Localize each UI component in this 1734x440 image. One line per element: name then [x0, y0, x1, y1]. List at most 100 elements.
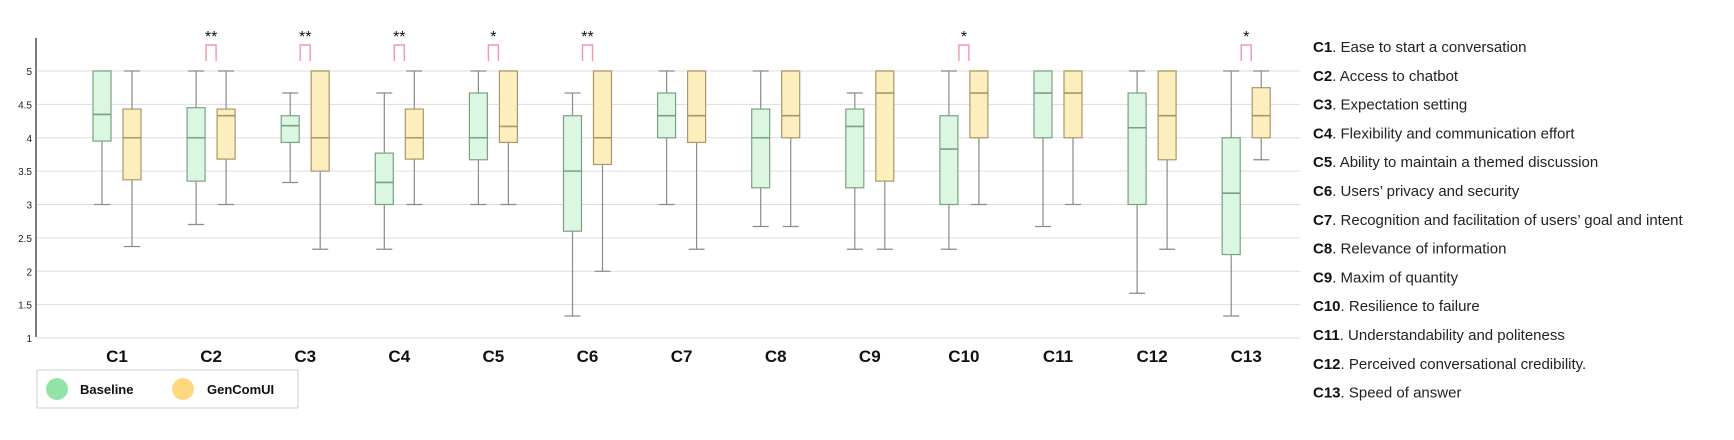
box-series — [92, 70, 1271, 317]
significance-markers: ** ** ** * ** * * — [205, 29, 1252, 61]
iqr-box — [562, 115, 583, 232]
iqr-box — [781, 70, 801, 139]
criterion-description: C13. Speed of answer — [1313, 385, 1461, 402]
x-tick-label: C2 — [200, 347, 222, 366]
iqr-box — [310, 70, 330, 172]
y-tick-label: 3.5 — [18, 167, 32, 178]
criterion-code: C1 — [1313, 39, 1332, 56]
criterion-description: C7. Recognition and facilitation of user… — [1313, 212, 1684, 229]
criterion-text: . Access to chatbot — [1332, 68, 1459, 85]
iqr-box — [845, 108, 865, 189]
box-gencomui-c6 — [592, 70, 613, 272]
criterion-code: C6 — [1313, 183, 1332, 200]
x-tick-label: C3 — [294, 347, 316, 366]
box-gencomui-c8 — [781, 70, 801, 228]
criterion-text: . Relevance of information — [1332, 241, 1506, 258]
box-gencomui-c2 — [216, 70, 236, 206]
box-baseline-c4 — [374, 92, 394, 250]
x-tick-label: C4 — [388, 347, 410, 366]
box-gencomui-c13 — [1251, 70, 1271, 161]
x-tick-labels: C1 C2 C3 C4 C5 C6 C7 C8 C9 C10 C11 C12 C13 — [106, 347, 1262, 366]
legend-swatch-gencomui — [172, 378, 194, 400]
box-gencomui-c3 — [310, 70, 330, 250]
significance-stars: ** — [393, 29, 405, 46]
criterion-text: . Users’ privacy and security — [1332, 183, 1520, 200]
y-tick-label: 1.5 — [18, 301, 32, 312]
x-tick-label: C12 — [1137, 347, 1168, 366]
criterion-code: C10 — [1313, 298, 1341, 315]
box-baseline-c12 — [1127, 70, 1147, 294]
legend-swatch-baseline — [46, 378, 68, 400]
x-tick-label: C5 — [483, 347, 505, 366]
y-tick-label: 3 — [26, 201, 32, 212]
box-baseline-c13 — [1221, 70, 1241, 317]
iqr-box — [1063, 70, 1083, 139]
iqr-box — [1221, 137, 1241, 256]
x-tick-label: C13 — [1231, 347, 1262, 366]
significance-stars: ** — [299, 29, 311, 46]
y-tick-label: 2.5 — [18, 234, 32, 245]
significance-stars: * — [961, 29, 967, 46]
iqr-box — [875, 70, 895, 182]
criterion-code: C5 — [1313, 154, 1332, 171]
criterion-code: C12 — [1313, 356, 1341, 373]
criterion-code: C7 — [1313, 212, 1332, 229]
legend: Baseline GenComUI — [36, 369, 299, 409]
iqr-box — [592, 70, 613, 166]
box-baseline-c11 — [1033, 70, 1053, 228]
box-baseline-c1 — [92, 70, 112, 206]
criterion-description: C12. Perceived conversational credibilit… — [1313, 356, 1586, 373]
criterion-description: C8. Relevance of information — [1313, 241, 1506, 258]
box-gencomui-c1 — [122, 70, 142, 248]
criterion-text: . Maxim of quantity — [1332, 269, 1458, 286]
iqr-box — [1251, 87, 1271, 139]
criterion-description: C6. Users’ privacy and security — [1313, 183, 1520, 200]
y-tick-labels: 1 1.5 2 2.5 3 3.5 4 4.5 5 — [18, 67, 32, 345]
legend-label-gencomui: GenComUI — [207, 382, 274, 397]
significance-bracket — [487, 44, 500, 61]
significance-bracket — [1240, 44, 1252, 61]
box-baseline-c6 — [562, 92, 583, 317]
box-baseline-c2 — [186, 70, 206, 226]
significance-stars: * — [490, 29, 496, 46]
iqr-box — [1127, 92, 1147, 206]
iqr-box — [939, 115, 959, 206]
iqr-box — [280, 115, 300, 144]
box-gencomui-c4 — [404, 70, 424, 206]
significance-bracket — [393, 44, 405, 61]
criterion-description: C4. Flexibility and communication effort — [1313, 125, 1575, 142]
x-tick-label: C1 — [106, 347, 128, 366]
significance-bracket — [205, 44, 217, 61]
iqr-box — [216, 108, 236, 160]
box-gencomui-c7 — [686, 70, 707, 250]
criterion-code: C4 — [1313, 125, 1333, 142]
significance-bracket — [299, 44, 311, 61]
criterion-description: C5. Ability to maintain a themed discuss… — [1313, 154, 1598, 171]
criterion-description: C3. Expectation setting — [1313, 97, 1467, 114]
box-gencomui-c5 — [498, 70, 518, 206]
iqr-box — [498, 70, 518, 144]
criterion-code: C11 — [1313, 327, 1340, 344]
x-tick-label: C7 — [671, 347, 693, 366]
criterion-description: C1. Ease to start a conversation — [1313, 39, 1526, 56]
criterion-code: C2 — [1313, 68, 1332, 85]
x-tick-label: C6 — [577, 347, 599, 366]
significance-bracket — [581, 44, 594, 61]
criterion-text: . Ease to start a conversation — [1332, 39, 1526, 56]
criterion-text: . Speed of answer — [1341, 385, 1462, 402]
y-tick-label: 1 — [26, 334, 32, 345]
x-tick-label: C9 — [859, 347, 881, 366]
significance-stars: ** — [205, 29, 217, 46]
criterion-code: C8 — [1313, 241, 1332, 258]
iqr-box — [468, 92, 488, 161]
x-tick-label: C11 — [1043, 347, 1073, 366]
iqr-box — [374, 152, 394, 206]
y-tick-label: 4.5 — [18, 100, 32, 111]
iqr-box — [969, 70, 989, 139]
box-gencomui-c9 — [875, 70, 895, 250]
box-gencomui-c11 — [1063, 70, 1083, 206]
criterion-code: C13 — [1313, 385, 1341, 402]
box-baseline-c5 — [468, 70, 488, 206]
criterion-text: . Ability to maintain a themed discussio… — [1332, 154, 1598, 171]
